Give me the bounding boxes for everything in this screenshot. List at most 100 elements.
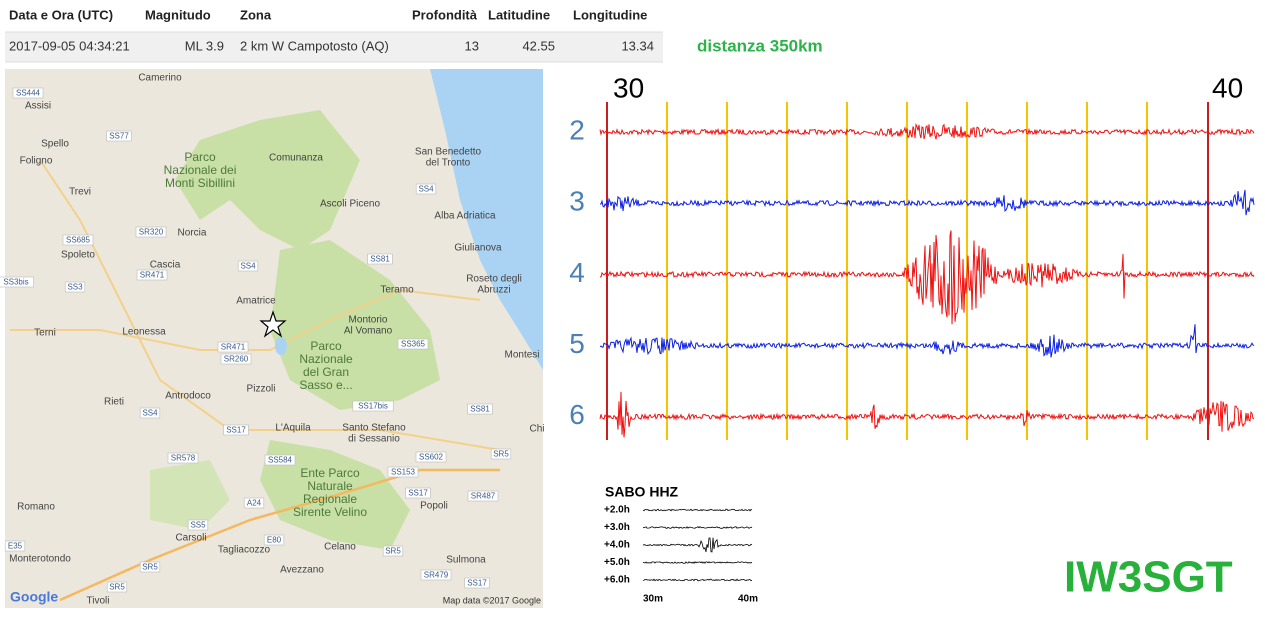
road-sign — [223, 424, 249, 436]
road-sign — [405, 487, 431, 499]
place-label: Monterotondo — [9, 554, 71, 565]
trace — [600, 230, 1255, 325]
road-label: SR5 — [385, 547, 401, 556]
road-sign — [139, 561, 161, 573]
place-label: Romano — [17, 502, 55, 513]
road-sign — [243, 497, 265, 509]
road-label: SR479 — [424, 571, 449, 580]
trace — [599, 189, 1255, 216]
road-label: SS81 — [470, 405, 490, 414]
road-label: SS17 — [467, 579, 487, 588]
road-sign — [464, 577, 490, 589]
place-label: Ascoli Piceno — [320, 199, 380, 210]
place-label: Carsoli — [175, 533, 206, 544]
place-label: Al Vomano — [344, 326, 393, 337]
place-label: Celano — [324, 542, 356, 553]
road-label: SS685 — [66, 236, 91, 245]
park-label: Monti Sibillini — [165, 176, 235, 190]
park-label: Sirente Velino — [293, 505, 367, 519]
cell: 13 — [465, 38, 479, 53]
park-label: Naturale — [307, 479, 353, 493]
place-label: Montorio — [349, 315, 388, 326]
helicorder-trace — [642, 578, 753, 582]
road-sign — [187, 519, 209, 531]
road-label: SS3 — [67, 283, 83, 292]
road-sign — [139, 407, 161, 419]
column-header: Profondità — [412, 7, 478, 22]
place-label: San Benedetto — [415, 147, 482, 158]
helicorder-time: 40m — [738, 594, 758, 605]
road-label: SS4 — [240, 262, 256, 271]
cell: 42.55 — [522, 38, 555, 53]
road-label: SR471 — [221, 343, 246, 352]
road-sign — [387, 466, 419, 478]
road-sign — [263, 534, 285, 546]
place-label: Giulianova — [454, 243, 502, 254]
road-label: SS17 — [226, 426, 246, 435]
place-label: Abruzzi — [477, 285, 510, 296]
park — [175, 110, 360, 250]
road-label: SS5 — [190, 521, 206, 530]
road-label: SS4 — [142, 409, 158, 418]
road-label: SS365 — [401, 340, 426, 349]
channel-label: 3 — [569, 186, 585, 217]
road-sign — [467, 490, 499, 502]
place-label: Santo Stefano — [342, 423, 406, 434]
column-header: Zona — [240, 7, 272, 22]
road-label: SS77 — [109, 132, 129, 141]
road-label: SR5 — [493, 450, 509, 459]
road-sign — [62, 234, 94, 246]
helicorder-row-label: +4.0h — [604, 540, 630, 551]
road-label: SS444 — [16, 89, 41, 98]
road-label: E35 — [8, 542, 23, 551]
column-header: Magnitudo — [145, 7, 211, 22]
place-label: Amatrice — [236, 296, 276, 307]
road-label: A24 — [247, 499, 262, 508]
road-sign — [12, 87, 44, 99]
place-label: Tagliacozzo — [218, 545, 271, 556]
helicorder-row-label: +5.0h — [604, 557, 630, 568]
helicorder-trace — [642, 526, 753, 529]
column-header: Data e Ora (UTC) — [9, 7, 113, 22]
road-label: SS4 — [418, 185, 434, 194]
place-label: Terni — [34, 328, 56, 339]
park-label: Nazionale — [299, 352, 353, 366]
road-sign — [264, 454, 296, 466]
road — [10, 288, 481, 351]
attribution: Map data ©2017 Google — [443, 595, 541, 605]
road-sign — [106, 130, 132, 142]
time-label: 40 — [1212, 72, 1243, 103]
park-label: Regionale — [303, 492, 357, 506]
park — [270, 240, 440, 410]
helicorder-row-label: +3.0h — [604, 522, 630, 533]
cell: 2017-09-05 04:34:21 — [9, 38, 130, 53]
road-sign — [237, 260, 259, 272]
place-label: Tivoli — [87, 596, 110, 607]
place-label: Avezzano — [280, 565, 324, 576]
place-label: Chi — [529, 424, 544, 435]
road-sign — [135, 226, 167, 238]
place-label: del Tronto — [426, 158, 471, 169]
road-sign — [415, 451, 447, 463]
road-label: SR5 — [142, 563, 158, 572]
place-label: Popoli — [420, 501, 448, 512]
column-header: Longitudine — [573, 7, 647, 22]
place-label: Spello — [41, 139, 69, 150]
trace — [599, 324, 1255, 358]
column-header: Latitudine — [488, 7, 550, 22]
road-label: SR320 — [139, 228, 164, 237]
road-sign — [167, 452, 199, 464]
place-label: Teramo — [380, 285, 414, 296]
row-bg — [5, 32, 663, 62]
place-label: Trevi — [69, 187, 91, 198]
helicorder-trace — [642, 508, 753, 512]
road-sign — [0, 276, 34, 288]
park-label: Ente Parco — [300, 466, 360, 480]
place-label: Spoleto — [61, 250, 95, 261]
road-label: SS3bis — [3, 278, 28, 287]
park-label: Nazionale dei — [164, 163, 237, 177]
channel-label: 6 — [569, 399, 585, 430]
park-label: del Gran — [303, 365, 349, 379]
